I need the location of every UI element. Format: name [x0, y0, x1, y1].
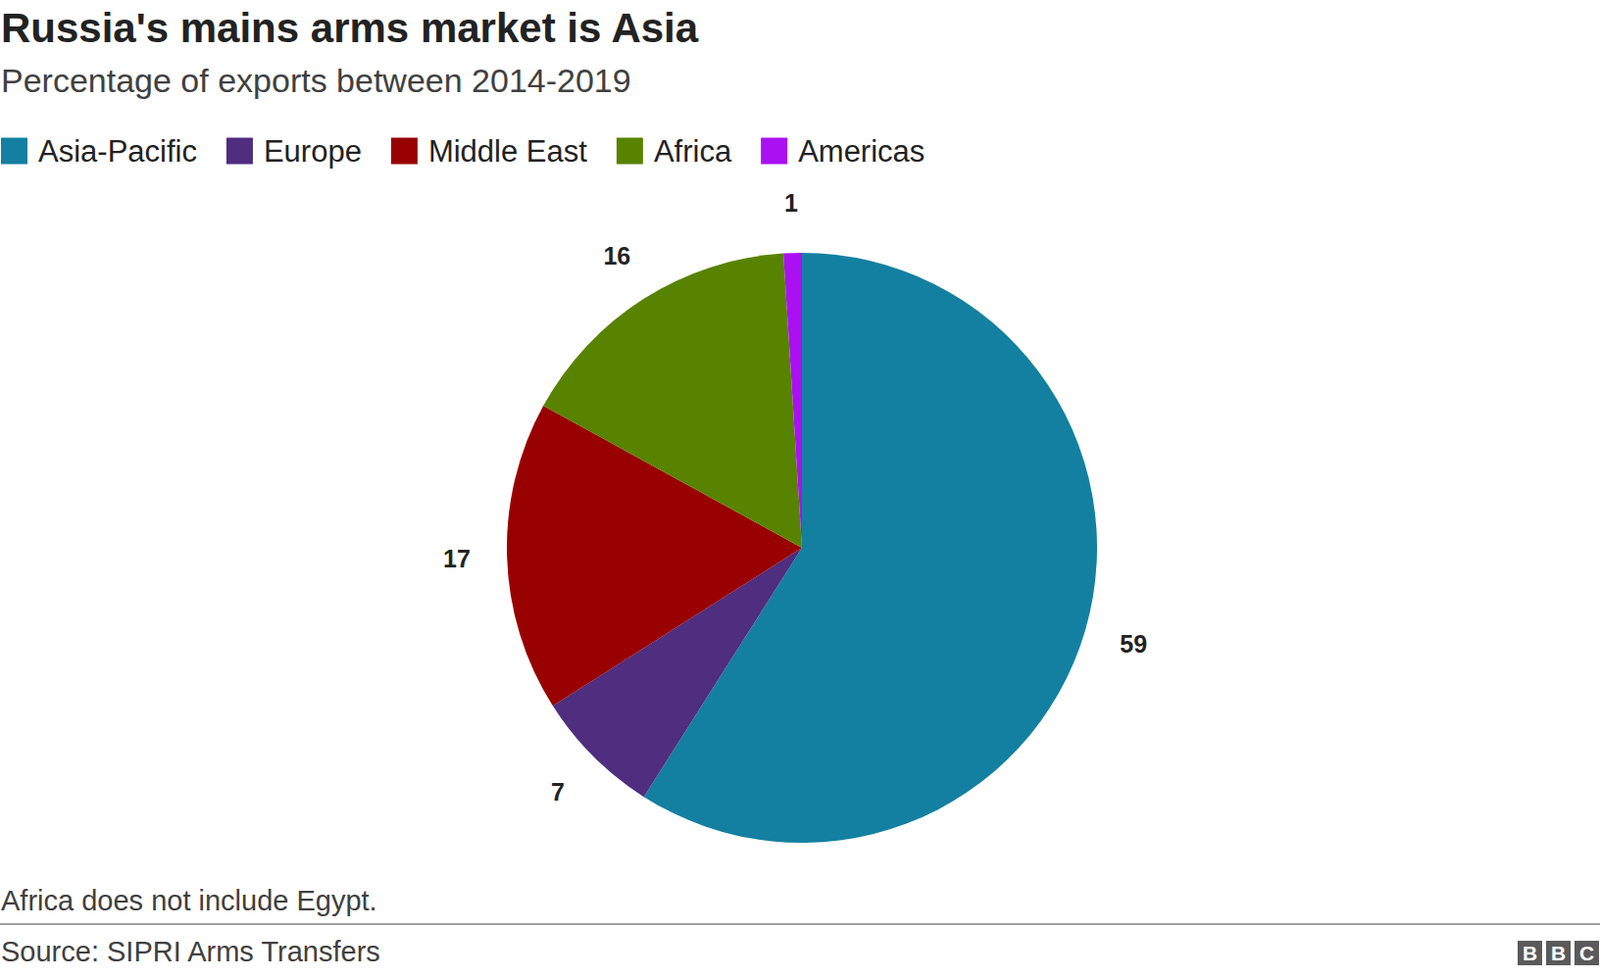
subtitle: Percentage of exports between 2014-2019 — [0, 61, 632, 100]
data-label: 7 — [550, 778, 565, 806]
data-label: 17 — [443, 545, 471, 573]
pie — [506, 252, 1098, 844]
legend-item: Africa — [616, 134, 733, 169]
legend-label: Asia-Pacific — [38, 134, 198, 169]
data-label: 1 — [784, 189, 799, 217]
legend-swatch — [226, 138, 253, 165]
logo: BBC — [1517, 941, 1600, 966]
source: Source: SIPRI Arms Transfers — [0, 936, 381, 968]
legend-swatch — [616, 138, 644, 165]
logo-text: BBC — [1522, 942, 1595, 965]
legend-item: Asia-Pacific — [0, 134, 198, 169]
legend-item: Europe — [226, 134, 362, 169]
title: Russia's mains arms market is Asia — [0, 4, 700, 51]
legend-label: Middle East — [428, 134, 588, 169]
legend-label: Europe — [263, 134, 362, 169]
legend-item: Middle East — [391, 134, 588, 169]
logo-box — [1546, 941, 1571, 966]
legend-swatch — [391, 138, 418, 165]
data-label: 16 — [602, 242, 631, 270]
footer-rule — [0, 923, 1600, 926]
legend-label: Americas — [798, 134, 925, 169]
logo-box — [1574, 941, 1600, 966]
note: Africa does not include Egypt. — [0, 885, 378, 917]
legend: Asia-Pacific Europe Middle East Africa Ameri… — [0, 134, 925, 169]
legend-swatch — [0, 138, 28, 165]
pie-slice — [543, 253, 802, 549]
legend-item: Americas — [760, 134, 925, 169]
data-label: 59 — [1119, 630, 1148, 658]
legend-swatch — [760, 138, 788, 165]
logo-box — [1517, 941, 1543, 966]
data-labels: 59 7 17 16 1 — [443, 189, 1148, 806]
pie-slice — [783, 252, 802, 549]
legend-label: Africa — [653, 134, 733, 169]
